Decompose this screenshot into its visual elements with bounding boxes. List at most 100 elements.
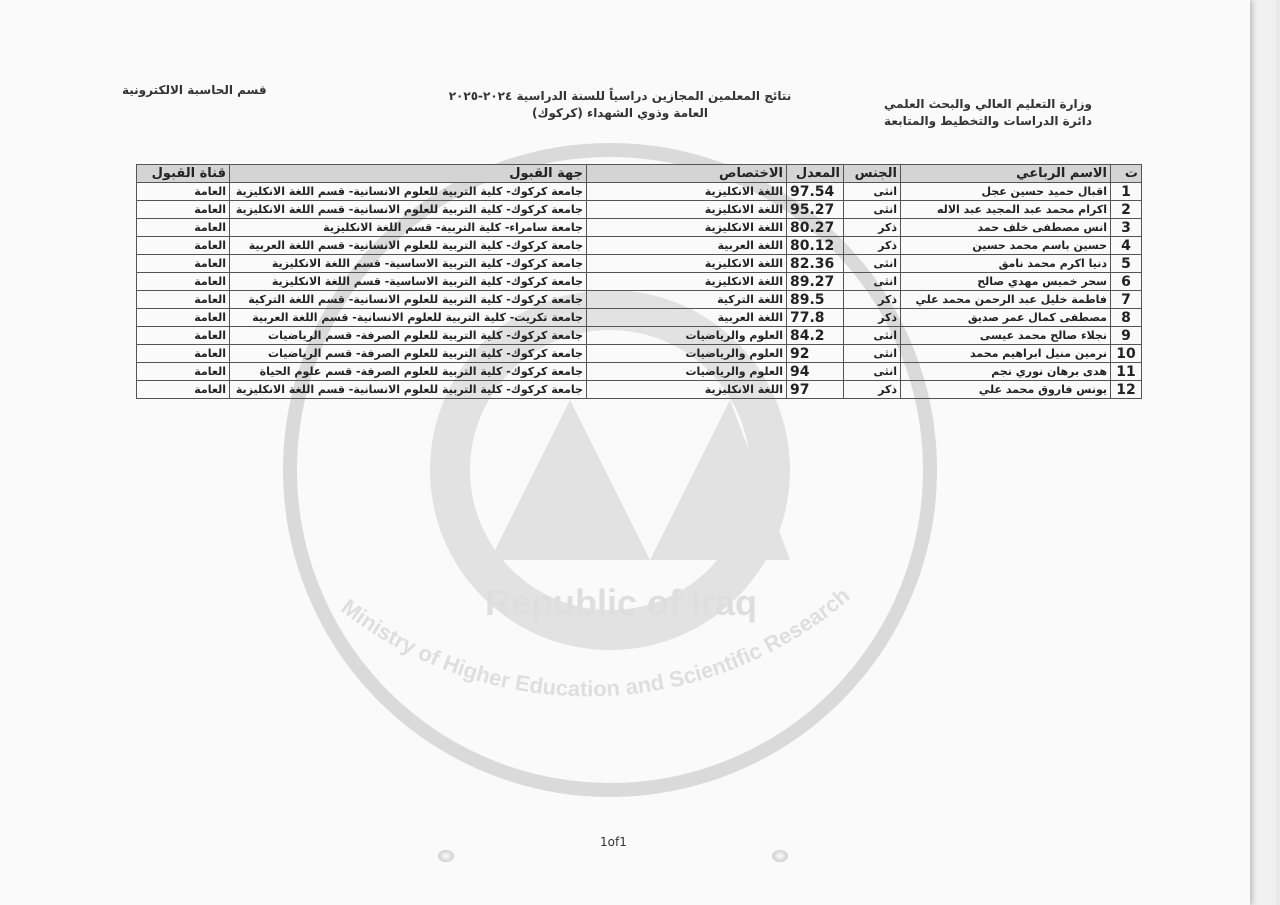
- cell-admission-channel: العامة: [136, 182, 230, 201]
- document-page: وزارة التعليم العالي والبحث العلمي دائرة…: [0, 0, 1250, 905]
- cell-full-name: نرمين منيل ابراهيم محمد: [900, 344, 1111, 363]
- punch-hole: [438, 850, 454, 862]
- cell-gender: انثى: [843, 200, 901, 219]
- watermark-country: Republic of Iraq: [485, 582, 757, 623]
- cell-specialization: اللغة الانكليزية: [586, 182, 787, 201]
- ministry-name: وزارة التعليم العالي والبحث العلمي: [883, 97, 1092, 111]
- cell-full-name: فاطمة خليل عبد الرحمن محمد علي: [900, 290, 1111, 309]
- title-line-1: نتائج المعلمين المجازين دراسياً للسنة ال…: [448, 89, 792, 103]
- cell-admission-channel: العامة: [136, 380, 230, 399]
- cell-admission-destination: جامعة كركوك- كلية التربية للعلوم الصرفة-…: [229, 362, 587, 381]
- cell-average: 84.2: [786, 326, 844, 345]
- table-row: 2 اكرام محمد عبد المجيد عبد الاله انثى 95.2…: [136, 200, 1142, 219]
- table-row: 8 مصطفى كمال عمر صديق ذكر 77.8 اللغة العربية…: [136, 308, 1142, 327]
- cell-average: 80.27: [786, 218, 844, 237]
- cell-index: 8: [1110, 308, 1142, 327]
- cell-admission-destination: جامعة كركوك- كلية التربية للعلوم الانسان…: [229, 236, 587, 255]
- cell-admission-destination: جامعة تكريت- كلية التربية للعلوم الانسان…: [229, 308, 587, 327]
- cell-gender: انثى: [843, 344, 901, 363]
- cell-gender: انثى: [843, 254, 901, 273]
- cell-gender: انثى: [843, 272, 901, 291]
- cell-specialization: اللغة الانكليزية: [586, 218, 787, 237]
- cell-gender: ذكر: [843, 290, 901, 309]
- cell-specialization: اللغة العربية: [586, 236, 787, 255]
- cell-admission-channel: العامة: [136, 236, 230, 255]
- cell-admission-destination: جامعة سامراء- كلية التربية- قسم اللغة ال…: [229, 218, 587, 237]
- cell-index: 1: [1110, 182, 1142, 201]
- cell-full-name: سحر خميس مهدي صالح: [900, 272, 1111, 291]
- cell-specialization: اللغة التركية: [586, 290, 787, 309]
- cell-average: 94: [786, 362, 844, 381]
- cell-index: 10: [1110, 344, 1142, 363]
- cell-gender: ذكر: [843, 380, 901, 399]
- cell-admission-destination: جامعة كركوك- كلية التربية الاساسية- قسم …: [229, 272, 587, 291]
- cell-full-name: دنيا اكرم محمد نامق: [900, 254, 1111, 273]
- punch-hole: [772, 850, 788, 862]
- cell-admission-destination: جامعة كركوك- كلية التربية الاساسية- قسم …: [229, 254, 587, 273]
- table-row: 9 نجلاء صالح محمد عيسى انثى 84.2 العلوم والر…: [136, 326, 1142, 345]
- table-row: 11 هدى برهان نوري نجم انثى 94 العلوم والرياض…: [136, 362, 1142, 381]
- cell-gender: ذكر: [843, 218, 901, 237]
- cell-admission-destination: جامعة كركوك- كلية التربية للعلوم الصرفة-…: [229, 326, 587, 345]
- cell-admission-destination: جامعة كركوك- كلية التربية للعلوم الانسان…: [229, 290, 587, 309]
- cell-index: 3: [1110, 218, 1142, 237]
- cell-specialization: اللغة العربية: [586, 308, 787, 327]
- cell-average: 89.5: [786, 290, 844, 309]
- cell-full-name: هدى برهان نوري نجم: [900, 362, 1111, 381]
- cell-index: 9: [1110, 326, 1142, 345]
- cell-admission-destination: جامعة كركوك- كلية التربية للعلوم الانسان…: [229, 182, 587, 201]
- cell-index: 12: [1110, 380, 1142, 399]
- cell-admission-destination: جامعة كركوك- كلية التربية للعلوم الانسان…: [229, 380, 587, 399]
- cell-admission-channel: العامة: [136, 290, 230, 309]
- department-name: قسم الحاسبة الالكترونية: [122, 83, 267, 97]
- cell-average: 92: [786, 344, 844, 363]
- cell-average: 80.12: [786, 236, 844, 255]
- column-header-gender: الجنس: [843, 164, 901, 183]
- table-row: 5 دنيا اكرم محمد نامق انثى 82.36 اللغة الانك…: [136, 254, 1142, 273]
- cell-index: 2: [1110, 200, 1142, 219]
- cell-index: 6: [1110, 272, 1142, 291]
- cell-full-name: نجلاء صالح محمد عيسى: [900, 326, 1111, 345]
- cell-admission-destination: جامعة كركوك- كلية التربية للعلوم الانسان…: [229, 200, 587, 219]
- ministry-header: وزارة التعليم العالي والبحث العلمي دائرة…: [884, 96, 1092, 130]
- cell-average: 97.54: [786, 182, 844, 201]
- cell-gender: انثى: [843, 182, 901, 201]
- cell-index: 7: [1110, 290, 1142, 309]
- cell-index: 5: [1110, 254, 1142, 273]
- cell-specialization: اللغة الانكليزية: [586, 380, 787, 399]
- cell-index: 4: [1110, 236, 1142, 255]
- cell-full-name: حسين باسم محمد حسين: [900, 236, 1111, 255]
- cell-full-name: اقبال حميد حسين عجل: [900, 182, 1111, 201]
- cell-admission-channel: العامة: [136, 344, 230, 363]
- column-header-index: ت: [1110, 164, 1142, 183]
- table-row: 12 يونس فاروق محمد علي ذكر 97 اللغة الانكليز…: [136, 380, 1142, 399]
- table-row: 1 اقبال حميد حسين عجل انثى 97.54 اللغة الانك…: [136, 182, 1142, 201]
- cell-specialization: العلوم والرياضيات: [586, 326, 787, 345]
- table-row: 7 فاطمة خليل عبد الرحمن محمد علي ذكر 89.5 ال…: [136, 290, 1142, 309]
- cell-average: 77.8: [786, 308, 844, 327]
- cell-admission-channel: العامة: [136, 218, 230, 237]
- cell-full-name: انس مصطفى خلف حمد: [900, 218, 1111, 237]
- cell-average: 95.27: [786, 200, 844, 219]
- cell-specialization: العلوم والرياضيات: [586, 362, 787, 381]
- column-header-admission-destination: جهة القبول: [229, 164, 587, 183]
- cell-full-name: يونس فاروق محمد علي: [900, 380, 1111, 399]
- cell-admission-channel: العامة: [136, 326, 230, 345]
- cell-admission-channel: العامة: [136, 308, 230, 327]
- cell-admission-channel: العامة: [136, 272, 230, 291]
- title-line-2: العامة وذوي الشهداء (كركوك): [531, 106, 709, 120]
- cell-specialization: اللغة الانكليزية: [586, 272, 787, 291]
- cell-specialization: العلوم والرياضيات: [586, 344, 787, 363]
- column-header-specialization: الاختصاص: [586, 164, 787, 183]
- table-row: 4 حسين باسم محمد حسين ذكر 80.12 اللغة العربي…: [136, 236, 1142, 255]
- cell-gender: ذكر: [843, 308, 901, 327]
- column-header-full-name: الاسم الرباعي: [900, 164, 1111, 183]
- cell-admission-channel: العامة: [136, 362, 230, 381]
- cell-specialization: اللغة الانكليزية: [586, 254, 787, 273]
- cell-average: 97: [786, 380, 844, 399]
- cell-gender: ذكر: [843, 236, 901, 255]
- cell-full-name: اكرام محمد عبد المجيد عبد الاله: [900, 200, 1111, 219]
- cell-admission-channel: العامة: [136, 254, 230, 273]
- cell-average: 89.27: [786, 272, 844, 291]
- cell-full-name: مصطفى كمال عمر صديق: [900, 308, 1111, 327]
